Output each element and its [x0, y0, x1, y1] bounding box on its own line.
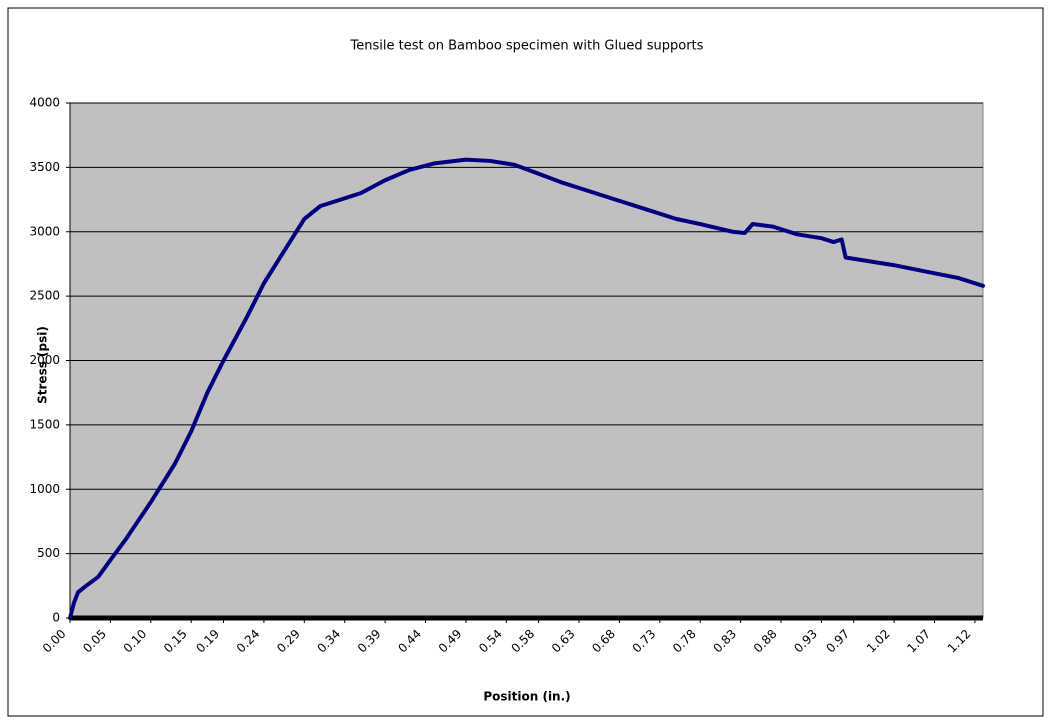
data-line — [68, 157, 985, 620]
y-tick-label: 3000 — [29, 224, 60, 238]
y-axis-title: Stress (psi) — [36, 326, 50, 404]
y-tick-label: 2500 — [29, 289, 60, 303]
y-tick-label: 4000 — [29, 96, 60, 110]
y-tick-label: 2000 — [29, 353, 60, 367]
y-tick-label: 500 — [37, 546, 60, 560]
y-tick-label: 1000 — [29, 482, 60, 496]
x-axis-title: Position (in.) — [483, 690, 570, 704]
y-tick-label: 0 — [52, 611, 60, 625]
y-tick-label: 1500 — [29, 417, 60, 431]
y-tick-label: 3500 — [29, 160, 60, 174]
chart-title: Tensile test on Bamboo specimen with Glu… — [350, 39, 704, 54]
